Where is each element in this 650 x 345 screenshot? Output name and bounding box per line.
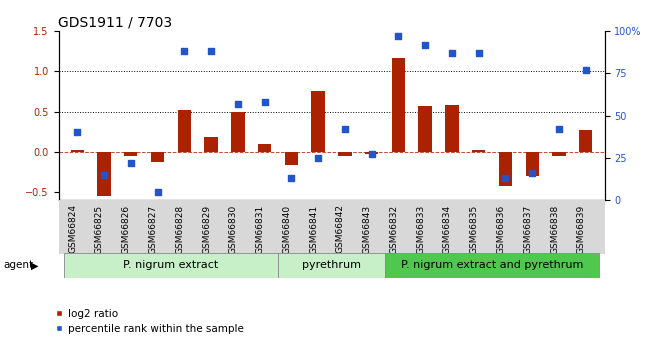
Bar xyxy=(71,150,84,152)
Bar xyxy=(338,152,352,156)
Text: GSM66831: GSM66831 xyxy=(255,204,265,254)
Point xyxy=(179,49,190,54)
Point xyxy=(340,126,350,132)
Text: GSM66841: GSM66841 xyxy=(309,204,318,254)
Bar xyxy=(526,152,539,176)
Bar xyxy=(151,152,164,162)
Bar xyxy=(278,253,385,278)
Bar xyxy=(98,152,111,196)
Point xyxy=(286,175,296,181)
Bar xyxy=(285,152,298,166)
Bar xyxy=(499,152,512,186)
Text: GSM66839: GSM66839 xyxy=(577,204,586,254)
Text: GSM66825: GSM66825 xyxy=(95,204,104,254)
Point xyxy=(152,189,162,195)
Text: pyrethrum: pyrethrum xyxy=(302,260,361,270)
Text: P. nigrum extract: P. nigrum extract xyxy=(124,260,218,270)
Bar xyxy=(64,253,278,278)
Point xyxy=(580,67,591,73)
Text: GSM66824: GSM66824 xyxy=(68,204,77,253)
Point xyxy=(259,99,270,105)
Point xyxy=(233,101,243,107)
Text: GSM66843: GSM66843 xyxy=(363,204,372,254)
Point xyxy=(527,170,538,176)
Text: GSM66838: GSM66838 xyxy=(550,204,559,254)
Text: GSM66836: GSM66836 xyxy=(497,204,506,254)
Bar xyxy=(445,105,459,152)
Bar xyxy=(552,152,566,156)
Text: agent: agent xyxy=(3,260,33,270)
Point xyxy=(500,175,511,181)
Bar xyxy=(365,152,378,154)
Bar xyxy=(311,91,325,152)
Text: GDS1911 / 7703: GDS1911 / 7703 xyxy=(58,16,173,30)
Point xyxy=(313,155,323,161)
Text: GSM66833: GSM66833 xyxy=(416,204,425,254)
Text: GSM66828: GSM66828 xyxy=(176,204,185,254)
Bar xyxy=(385,253,599,278)
Point xyxy=(473,50,484,56)
Text: GSM66835: GSM66835 xyxy=(470,204,478,254)
Bar xyxy=(231,111,244,152)
Point xyxy=(206,49,216,54)
Bar xyxy=(419,106,432,152)
Text: GSM66829: GSM66829 xyxy=(202,204,211,254)
Bar xyxy=(258,144,271,152)
Text: GSM66840: GSM66840 xyxy=(282,204,291,254)
Point xyxy=(99,172,109,177)
Bar xyxy=(579,130,592,152)
Text: GSM66827: GSM66827 xyxy=(149,204,157,254)
Text: GSM66837: GSM66837 xyxy=(523,204,532,254)
Text: GSM66834: GSM66834 xyxy=(443,204,452,254)
Bar xyxy=(472,150,486,152)
Text: GSM66826: GSM66826 xyxy=(122,204,131,254)
Text: P. nigrum extract and pyrethrum: P. nigrum extract and pyrethrum xyxy=(401,260,583,270)
Point xyxy=(393,33,404,39)
Bar xyxy=(177,110,191,152)
Point xyxy=(447,50,457,56)
Text: GSM66832: GSM66832 xyxy=(389,204,398,254)
Bar xyxy=(204,137,218,152)
Bar xyxy=(392,58,405,152)
Point xyxy=(72,130,83,135)
Point xyxy=(125,160,136,166)
Point xyxy=(367,152,377,157)
Text: GSM66830: GSM66830 xyxy=(229,204,238,254)
Point xyxy=(420,42,430,47)
Text: ▶: ▶ xyxy=(31,260,39,270)
Point xyxy=(554,126,564,132)
Text: GSM66842: GSM66842 xyxy=(336,204,345,253)
Legend: log2 ratio, percentile rank within the sample: log2 ratio, percentile rank within the s… xyxy=(51,305,248,338)
Bar xyxy=(124,152,137,156)
